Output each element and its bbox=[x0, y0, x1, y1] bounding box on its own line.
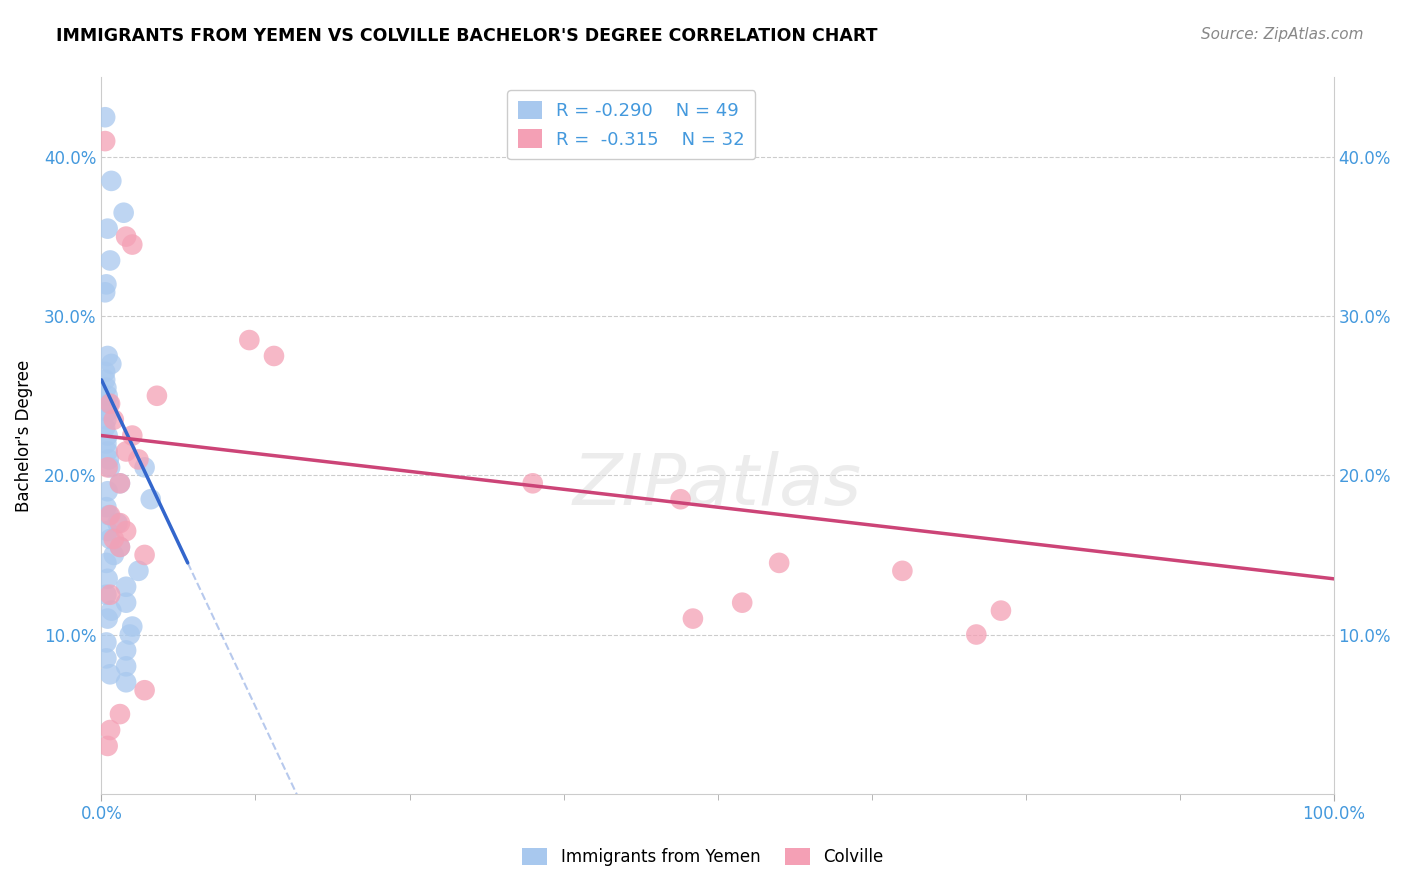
Point bbox=[97, 428, 120, 442]
Point bbox=[112, 205, 135, 219]
Point bbox=[97, 349, 120, 363]
Point bbox=[134, 548, 156, 562]
Point bbox=[118, 627, 141, 641]
Point bbox=[107, 516, 129, 530]
Point bbox=[97, 397, 120, 411]
Point bbox=[100, 174, 122, 188]
Point bbox=[98, 253, 121, 268]
Point bbox=[115, 659, 138, 673]
Point bbox=[96, 381, 118, 395]
Point bbox=[94, 134, 117, 148]
Point bbox=[94, 365, 117, 379]
Point bbox=[121, 428, 143, 442]
Point bbox=[731, 596, 754, 610]
Point bbox=[97, 444, 120, 458]
Point bbox=[965, 627, 987, 641]
Point bbox=[96, 436, 118, 450]
Point bbox=[522, 476, 544, 491]
Point bbox=[103, 532, 125, 546]
Point bbox=[682, 611, 704, 625]
Point bbox=[108, 516, 131, 530]
Point bbox=[121, 237, 143, 252]
Point bbox=[96, 556, 118, 570]
Point bbox=[96, 500, 118, 515]
Point bbox=[115, 524, 138, 538]
Point bbox=[115, 580, 138, 594]
Point bbox=[97, 572, 120, 586]
Point bbox=[94, 110, 117, 124]
Point bbox=[108, 540, 131, 554]
Point bbox=[238, 333, 260, 347]
Point bbox=[134, 460, 156, 475]
Point bbox=[97, 484, 120, 499]
Text: Source: ZipAtlas.com: Source: ZipAtlas.com bbox=[1201, 27, 1364, 42]
Point bbox=[115, 444, 138, 458]
Text: ZIPatlas: ZIPatlas bbox=[574, 451, 862, 520]
Point bbox=[990, 604, 1012, 618]
Point bbox=[103, 412, 125, 426]
Point bbox=[94, 373, 117, 387]
Point bbox=[94, 285, 117, 300]
Point bbox=[121, 619, 143, 633]
Point bbox=[100, 357, 122, 371]
Point bbox=[134, 683, 156, 698]
Legend: R = -0.290    N = 49, R =  -0.315    N = 32: R = -0.290 N = 49, R = -0.315 N = 32 bbox=[508, 90, 755, 160]
Point bbox=[94, 420, 117, 434]
Text: IMMIGRANTS FROM YEMEN VS COLVILLE BACHELOR'S DEGREE CORRELATION CHART: IMMIGRANTS FROM YEMEN VS COLVILLE BACHEL… bbox=[56, 27, 877, 45]
Point bbox=[115, 229, 138, 244]
Point bbox=[98, 723, 121, 737]
Point bbox=[97, 524, 120, 538]
Point bbox=[146, 389, 169, 403]
Point bbox=[96, 277, 118, 292]
Point bbox=[108, 707, 131, 722]
Point bbox=[98, 397, 121, 411]
Point bbox=[768, 556, 790, 570]
Point bbox=[139, 492, 162, 507]
Point bbox=[891, 564, 914, 578]
Point bbox=[98, 508, 121, 523]
Point bbox=[115, 596, 138, 610]
Point bbox=[96, 588, 118, 602]
Point bbox=[98, 532, 121, 546]
Point bbox=[96, 651, 118, 665]
Point bbox=[100, 604, 122, 618]
Point bbox=[108, 540, 131, 554]
Point bbox=[97, 452, 120, 467]
Point bbox=[97, 389, 120, 403]
Point bbox=[97, 739, 120, 753]
Legend: Immigrants from Yemen, Colville: Immigrants from Yemen, Colville bbox=[515, 840, 891, 875]
Point bbox=[97, 221, 120, 235]
Point bbox=[263, 349, 285, 363]
Point bbox=[98, 667, 121, 681]
Point bbox=[97, 611, 120, 625]
Y-axis label: Bachelor's Degree: Bachelor's Degree bbox=[15, 359, 32, 512]
Point bbox=[97, 460, 120, 475]
Point bbox=[127, 564, 149, 578]
Point bbox=[96, 635, 118, 649]
Point bbox=[108, 476, 131, 491]
Point bbox=[97, 508, 120, 523]
Point bbox=[97, 405, 120, 419]
Point bbox=[669, 492, 692, 507]
Point bbox=[115, 675, 138, 690]
Point bbox=[98, 460, 121, 475]
Point bbox=[96, 412, 118, 426]
Point bbox=[103, 548, 125, 562]
Point bbox=[98, 588, 121, 602]
Point bbox=[127, 452, 149, 467]
Point bbox=[108, 476, 131, 491]
Point bbox=[115, 643, 138, 657]
